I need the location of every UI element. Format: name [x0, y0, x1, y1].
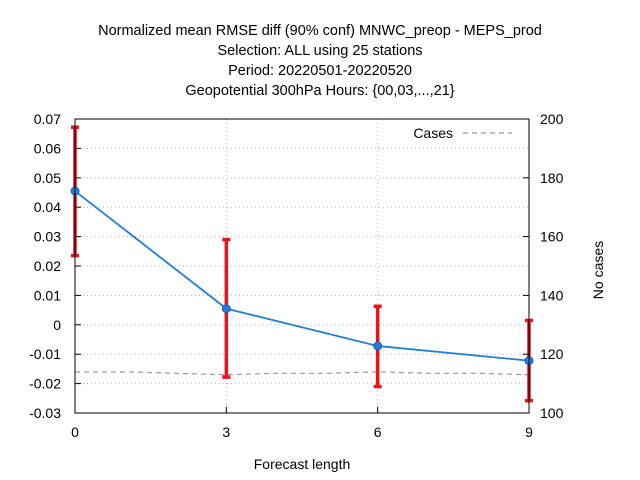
y-tick-label: 0.02 [34, 258, 61, 274]
y-tick-label: 0.06 [34, 140, 61, 156]
x-axis-label: Forecast length [254, 456, 351, 472]
y-tick-label: -0.02 [29, 376, 61, 392]
cases-line [75, 371, 530, 376]
y-tick-label: 0 [53, 317, 61, 333]
legend: Cases [413, 125, 512, 141]
title-line: Normalized mean RMSE diff (90% conf) MNW… [98, 23, 542, 39]
y-tick-label: 0.01 [34, 287, 61, 303]
y2-tick-label: 140 [540, 287, 564, 303]
y2-tick-label: 120 [540, 346, 564, 362]
chart-title: Normalized mean RMSE diff (90% conf) MNW… [98, 23, 542, 99]
main-series [74, 190, 530, 362]
data-point [221, 304, 231, 314]
x-tick-label: 6 [374, 424, 382, 440]
y2-tick-label: 180 [540, 170, 564, 186]
y-tick-label: 0.04 [34, 199, 61, 215]
data-points [70, 186, 534, 366]
x-tick-label: 3 [222, 424, 230, 440]
axis-ticks: -0.03 -0.02 -0.01 0 0.01 0.02 0.03 0.04 0.05 0.06… [29, 111, 563, 440]
error-bars [71, 125, 533, 403]
data-point [373, 341, 383, 351]
y2-tick-label: 100 [540, 405, 564, 421]
y-tick-label: 0.05 [34, 170, 61, 186]
legend-label-cases: Cases [413, 125, 453, 141]
title-line: Geopotential 300hPa Hours: {00,03,...,21… [185, 83, 454, 99]
y2-axis-label: No cases [590, 241, 606, 299]
title-line: Period: 20220501-20220520 [228, 63, 412, 79]
x-tick-label: 0 [71, 424, 79, 440]
main-line [74, 190, 530, 362]
y2-tick-label: 160 [540, 229, 564, 245]
y-tick-label: 0.07 [34, 111, 61, 127]
y-tick-label: -0.03 [29, 405, 61, 421]
cases-series [75, 371, 530, 376]
grid [74, 118, 530, 414]
x-tick-label: 9 [525, 424, 533, 440]
y-tick-label: 0.03 [34, 229, 61, 245]
title-line: Selection: ALL using 25 stations [217, 43, 422, 59]
y-tick-label: -0.01 [29, 346, 61, 362]
y2-tick-label: 200 [540, 111, 564, 127]
